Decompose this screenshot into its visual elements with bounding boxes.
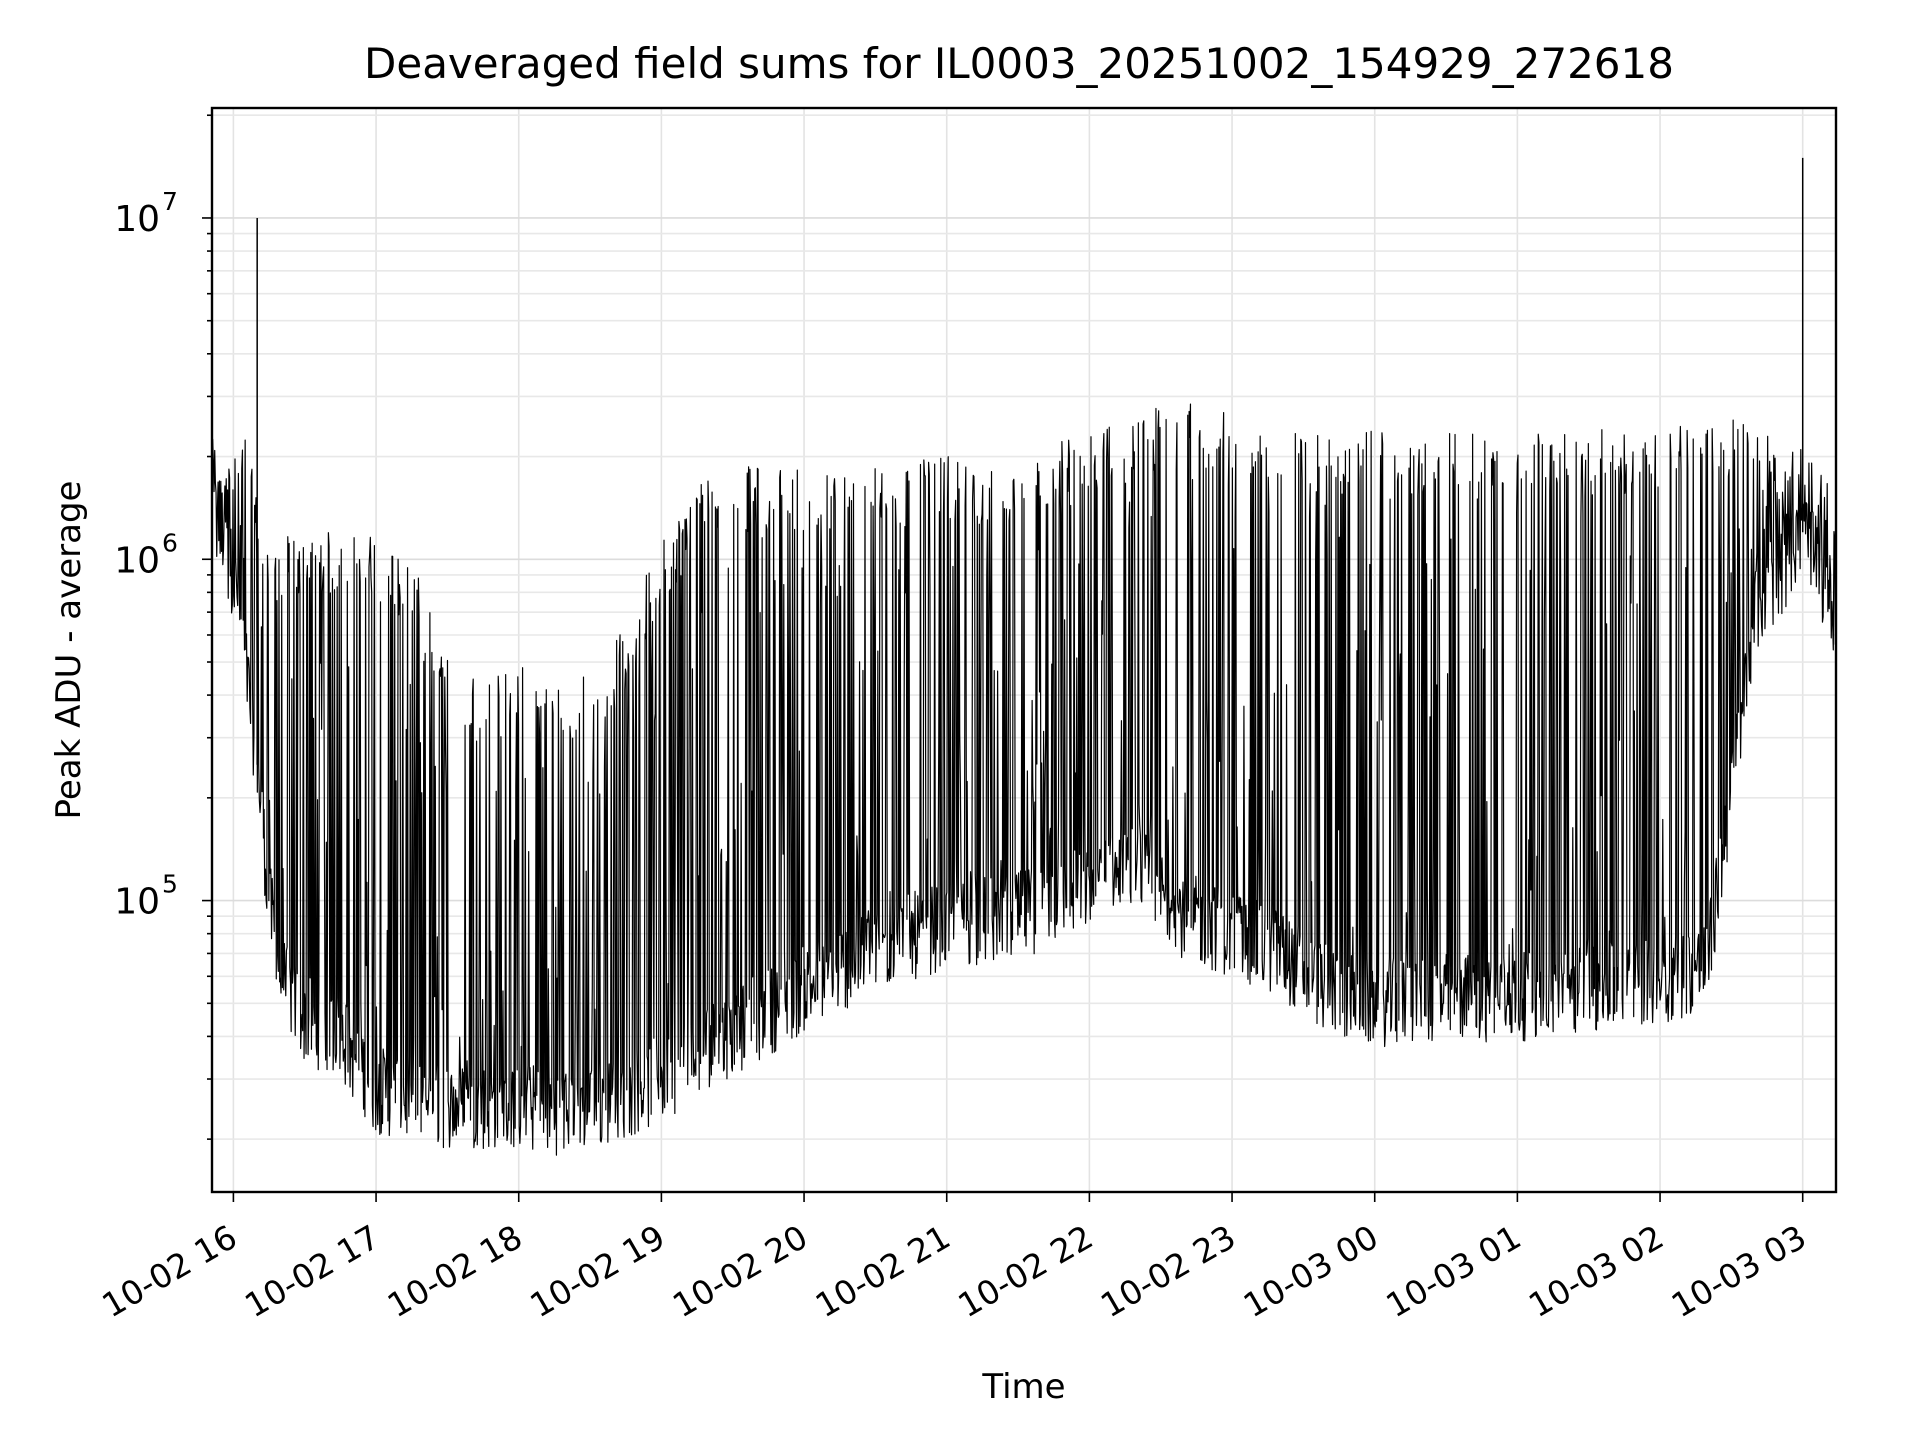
y-tick-exponent: 7 bbox=[162, 187, 178, 216]
y-axis-label: Peak ADU - average bbox=[49, 481, 89, 820]
plot-frame bbox=[210, 106, 1838, 1194]
series-line bbox=[211, 403, 1837, 1156]
chart-title: Deaveraged field sums for IL0003_2025100… bbox=[364, 39, 1674, 88]
y-tick-label: 10 bbox=[114, 540, 160, 581]
y-tick-exponent: 6 bbox=[162, 528, 178, 557]
x-axis-label: Time bbox=[981, 1367, 1065, 1407]
series-group bbox=[211, 157, 1837, 1156]
y-tick-exponent: 5 bbox=[162, 870, 178, 899]
y-tick-label: 10 bbox=[114, 882, 160, 923]
y-tick-label: 10 bbox=[114, 199, 160, 240]
